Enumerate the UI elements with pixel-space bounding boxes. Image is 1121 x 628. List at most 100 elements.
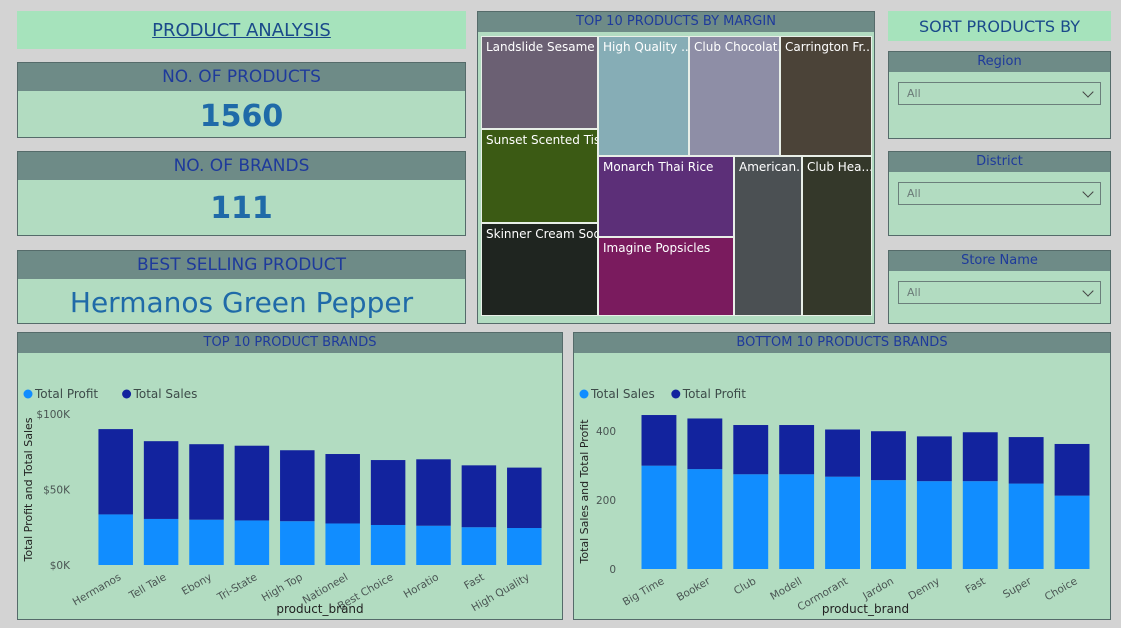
legend-label[interactable]: Total Sales (590, 387, 655, 401)
y-axis-label: Total Sales and Total Profit (578, 419, 591, 565)
bar-segment[interactable] (962, 432, 998, 482)
bar-segment[interactable] (1008, 483, 1044, 569)
store-dropdown-value: All (907, 286, 921, 299)
bar-segment[interactable] (1008, 437, 1044, 484)
treemap-cell[interactable]: High Quality ... (598, 36, 689, 156)
x-axis-label: product_brand (276, 602, 363, 616)
bar-segment[interactable] (687, 418, 723, 470)
bar-segment[interactable] (280, 521, 315, 565)
bar-segment[interactable] (641, 415, 677, 466)
bar-segment[interactable] (461, 465, 497, 528)
kpi-products-card: NO. OF PRODUCTS 1560 (17, 62, 466, 138)
x-tick-label: Tri-State (215, 571, 260, 604)
bar-segment[interactable] (1054, 495, 1090, 569)
bar-segment[interactable] (916, 436, 952, 482)
store-dropdown[interactable]: All (898, 281, 1101, 304)
x-tick-label: Modell (768, 575, 804, 603)
treemap-cell[interactable]: American... (734, 156, 802, 316)
bar-segment[interactable] (779, 425, 815, 475)
x-tick-label: Fast (462, 571, 486, 592)
bar-segment[interactable] (825, 476, 860, 569)
treemap-cell[interactable]: Skinner Cream Soda (481, 223, 598, 316)
x-tick-label: Fast (963, 575, 987, 596)
bar-segment[interactable] (687, 469, 723, 569)
treemap-cell[interactable]: Sunset Scented Tis... (481, 129, 598, 223)
bar-segment[interactable] (280, 450, 315, 522)
treemap-cell[interactable]: Landslide Sesame ... (481, 36, 598, 129)
bar-segment[interactable] (325, 523, 360, 565)
x-tick-label: Ebony (180, 571, 214, 598)
chevron-down-icon (1082, 85, 1094, 98)
bar-segment[interactable] (234, 520, 270, 565)
kpi-best-card: BEST SELLING PRODUCT Hermanos Green Pepp… (17, 250, 466, 324)
top-brands-title: TOP 10 PRODUCT BRANDS (18, 333, 562, 353)
bar-segment[interactable] (825, 429, 860, 477)
treemap-cell[interactable]: Club Hea... (802, 156, 872, 316)
treemap-title: TOP 10 PRODUCTS BY MARGIN (478, 12, 874, 32)
legend-dot (23, 389, 33, 399)
slicer-region-label: Region (889, 52, 1110, 72)
y-tick-label: $50K (43, 485, 71, 497)
x-tick-label: High Top (260, 571, 305, 604)
sort-title: SORT PRODUCTS BY (888, 11, 1111, 41)
bottom-brands-title: BOTTOM 10 PRODUCTS BRANDS (574, 333, 1110, 353)
x-tick-label: Choice (1043, 575, 1080, 603)
bar-segment[interactable] (189, 519, 224, 565)
page-title: PRODUCT ANALYSIS (152, 19, 331, 41)
top-brands-chart[interactable]: TOP 10 PRODUCT BRANDS Total Profit Total … (17, 332, 563, 620)
bar-segment[interactable] (1054, 443, 1090, 496)
region-dropdown[interactable]: All (898, 82, 1101, 105)
district-dropdown-value: All (907, 187, 921, 200)
bar-segment[interactable] (962, 481, 998, 569)
x-tick-label: Jardon (860, 575, 896, 603)
bar-segment[interactable] (507, 467, 542, 529)
bar-segment[interactable] (416, 525, 451, 565)
page-title-card: PRODUCT ANALYSIS (17, 11, 466, 49)
bar-segment[interactable] (98, 429, 133, 515)
y-tick-label: 0 (609, 564, 616, 576)
bar-segment[interactable] (461, 527, 497, 565)
kpi-best-label: BEST SELLING PRODUCT (18, 251, 465, 279)
chevron-down-icon (1082, 185, 1094, 198)
legend-dot (122, 389, 132, 399)
x-tick-label: Booker (675, 575, 713, 604)
legend-label[interactable]: Total Profit (682, 387, 746, 401)
bar-segment[interactable] (234, 445, 270, 521)
slicer-district: District All (888, 151, 1111, 236)
bar-segment[interactable] (416, 459, 451, 526)
x-tick-label: Hermanos (71, 571, 124, 608)
bar-segment[interactable] (507, 528, 542, 565)
bar-segment[interactable] (370, 460, 406, 525)
bar-segment[interactable] (733, 425, 769, 475)
legend-label[interactable]: Total Sales (133, 387, 198, 401)
y-tick-label: $0K (50, 560, 71, 572)
bar-segment[interactable] (641, 465, 677, 569)
bar-segment[interactable] (143, 441, 179, 519)
bar-segment[interactable] (143, 518, 179, 565)
x-tick-label: Denny (906, 575, 942, 602)
x-tick-label: Horatio (402, 571, 441, 601)
kpi-products-label: NO. OF PRODUCTS (18, 63, 465, 91)
bar-segment[interactable] (325, 454, 360, 524)
district-dropdown[interactable]: All (898, 182, 1101, 205)
legend-dot (671, 389, 681, 399)
bottom-brands-chart[interactable]: BOTTOM 10 PRODUCTS BRANDS Total Sales Tot… (573, 332, 1111, 620)
treemap-visual[interactable]: TOP 10 PRODUCTS BY MARGIN Landslide Sesa… (477, 11, 875, 324)
treemap-cell[interactable]: Club Chocolat... (689, 36, 780, 156)
bar-segment[interactable] (98, 514, 133, 565)
bar-segment[interactable] (779, 474, 815, 569)
y-tick-label: $100K (36, 409, 71, 421)
treemap-cell[interactable]: Imagine Popsicles (598, 237, 734, 316)
bar-segment[interactable] (189, 444, 224, 520)
bar-segment[interactable] (733, 474, 769, 569)
y-axis-label: Total Profit and Total Sales (22, 417, 35, 562)
legend-label[interactable]: Total Profit (34, 387, 98, 401)
bar-segment[interactable] (916, 481, 952, 569)
bar-segment[interactable] (370, 524, 406, 565)
treemap-cell[interactable]: Carrington Fr... (780, 36, 872, 156)
bar-segment[interactable] (871, 431, 906, 481)
bar-segment[interactable] (871, 480, 906, 569)
kpi-products-value: 1560 (199, 99, 284, 134)
slicer-region: Region All (888, 51, 1111, 139)
treemap-cell[interactable]: Monarch Thai Rice (598, 156, 734, 237)
